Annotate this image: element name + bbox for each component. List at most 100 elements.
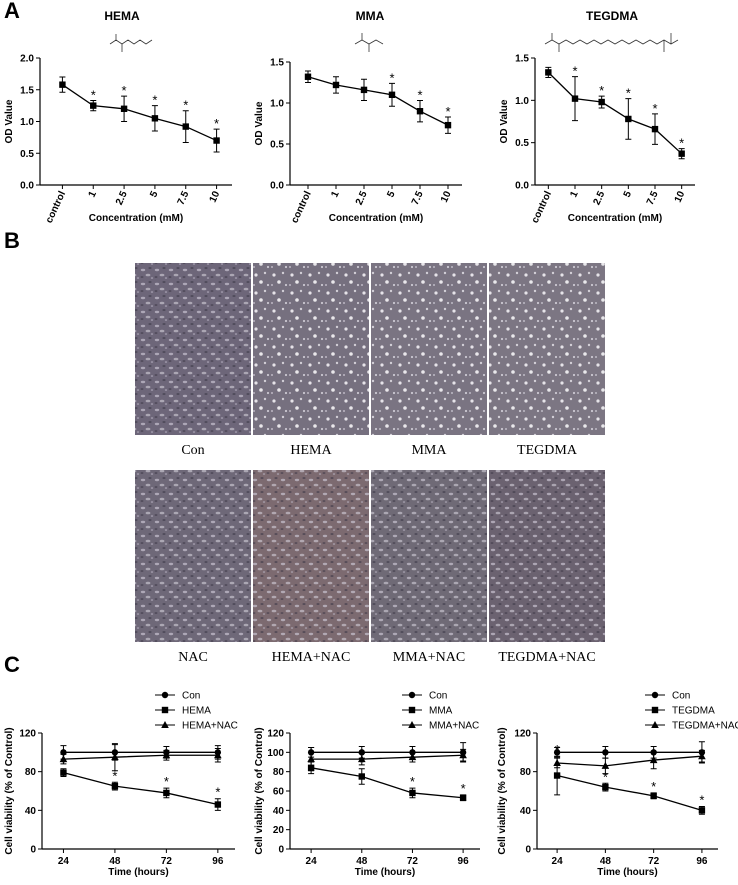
y-axis-label: Cell viability (% of Control) xyxy=(497,727,508,854)
legend-label: Con xyxy=(672,691,690,702)
marker xyxy=(553,749,561,756)
series-line xyxy=(307,76,449,126)
y-tick-label: 120 xyxy=(19,729,36,740)
marker xyxy=(651,691,659,699)
y-tick-label: 1.0 xyxy=(270,99,284,110)
significance-mark: * xyxy=(626,86,631,101)
x-tick-label: 1 xyxy=(329,189,342,199)
y-tick-label: 1.5 xyxy=(270,58,284,69)
marker xyxy=(307,755,315,763)
significance-mark: * xyxy=(410,774,415,789)
micrograph-texture xyxy=(371,263,487,435)
marker xyxy=(161,691,169,699)
y-tick-label: 20 xyxy=(273,825,285,836)
marker xyxy=(214,751,222,759)
y-tick-label: 0 xyxy=(278,845,284,856)
y-tick-label: 0 xyxy=(30,845,36,856)
significance-mark: * xyxy=(652,101,657,116)
y-tick-label: 0.5 xyxy=(270,140,284,151)
marker xyxy=(651,706,659,714)
y-tick-label: 80 xyxy=(520,767,532,778)
chart-title: TEGDMA xyxy=(586,9,638,23)
marker xyxy=(332,81,340,89)
marker xyxy=(649,756,658,764)
significance-mark: * xyxy=(461,781,466,796)
marker xyxy=(409,789,416,797)
series-line xyxy=(556,774,703,811)
legend-label: MMA+NAC xyxy=(429,721,479,732)
series-line xyxy=(311,754,464,760)
x-axis-label: Concentration (mM) xyxy=(568,213,662,224)
series-line xyxy=(547,71,683,155)
x-tick-label: 5 xyxy=(622,189,635,199)
marker xyxy=(59,81,66,88)
x-tick-label: control xyxy=(44,189,68,225)
marker xyxy=(545,69,552,76)
micrograph-label: MMA xyxy=(411,443,447,458)
marker xyxy=(162,751,171,759)
y-tick-label: 1.5 xyxy=(515,54,529,65)
marker xyxy=(214,801,222,808)
significance-mark: * xyxy=(214,116,219,131)
micrograph-label: HEMA+NAC xyxy=(272,650,351,665)
significance-mark: * xyxy=(183,98,188,113)
marker xyxy=(602,749,609,756)
series-line xyxy=(63,772,218,806)
x-tick-label: 96 xyxy=(458,856,470,867)
significance-mark: * xyxy=(389,70,394,85)
marker xyxy=(163,789,170,797)
y-tick-label: 40 xyxy=(25,806,37,817)
y-tick-label: 0.0 xyxy=(515,181,529,192)
marker xyxy=(90,102,97,109)
marker xyxy=(571,95,579,102)
series-line xyxy=(311,767,464,799)
y-axis-label: OD Value xyxy=(499,99,510,143)
marker xyxy=(698,752,706,760)
x-tick-label: control xyxy=(289,189,313,225)
y-tick-label: 0 xyxy=(525,845,531,856)
significance-mark: * xyxy=(603,769,608,784)
x-tick-label: 2.5 xyxy=(114,189,130,207)
significance-mark: * xyxy=(555,742,560,757)
micrograph-texture xyxy=(489,470,605,642)
y-tick-label: 2.0 xyxy=(20,54,34,65)
marker xyxy=(408,706,416,714)
x-tick-label: 2.5 xyxy=(354,189,370,207)
marker xyxy=(111,782,119,790)
y-tick-label: 100 xyxy=(267,748,284,759)
marker xyxy=(598,98,605,106)
micrograph-texture xyxy=(135,263,251,435)
legend-label: HEMA+NAC xyxy=(182,721,238,732)
micrograph-texture xyxy=(371,470,487,642)
x-tick-label: 7.5 xyxy=(645,189,661,207)
series-line xyxy=(557,755,702,767)
chemical-structure xyxy=(109,34,153,52)
x-tick-label: 10 xyxy=(439,189,454,204)
micrograph-label: Con xyxy=(181,443,204,458)
micrograph-label: TEGDMA xyxy=(517,443,578,458)
x-tick-label: 1 xyxy=(87,189,100,199)
significance-mark: * xyxy=(699,792,704,807)
x-tick-label: 5 xyxy=(148,189,161,199)
y-tick-label: 80 xyxy=(273,767,285,778)
marker xyxy=(357,755,366,763)
significance-mark: * xyxy=(572,64,577,79)
y-tick-label: 40 xyxy=(520,806,532,817)
marker xyxy=(602,783,609,791)
marker xyxy=(161,706,169,714)
marker xyxy=(59,755,68,763)
legend-label: Con xyxy=(429,691,447,702)
panel-label: A xyxy=(4,0,20,23)
x-tick-label: 48 xyxy=(109,856,121,867)
panel-label: C xyxy=(4,652,20,677)
significance-mark: * xyxy=(215,785,220,800)
y-tick-label: 80 xyxy=(25,767,37,778)
chemical-structure xyxy=(544,33,679,52)
marker xyxy=(213,137,220,144)
significance-mark: * xyxy=(445,104,450,119)
marker xyxy=(111,753,119,761)
micrograph-texture xyxy=(489,263,605,435)
y-axis-label: Cell viability (% of Control) xyxy=(4,727,15,854)
micrograph-label: TEGDMA+NAC xyxy=(498,650,595,665)
chart-title: MMA xyxy=(356,9,385,23)
